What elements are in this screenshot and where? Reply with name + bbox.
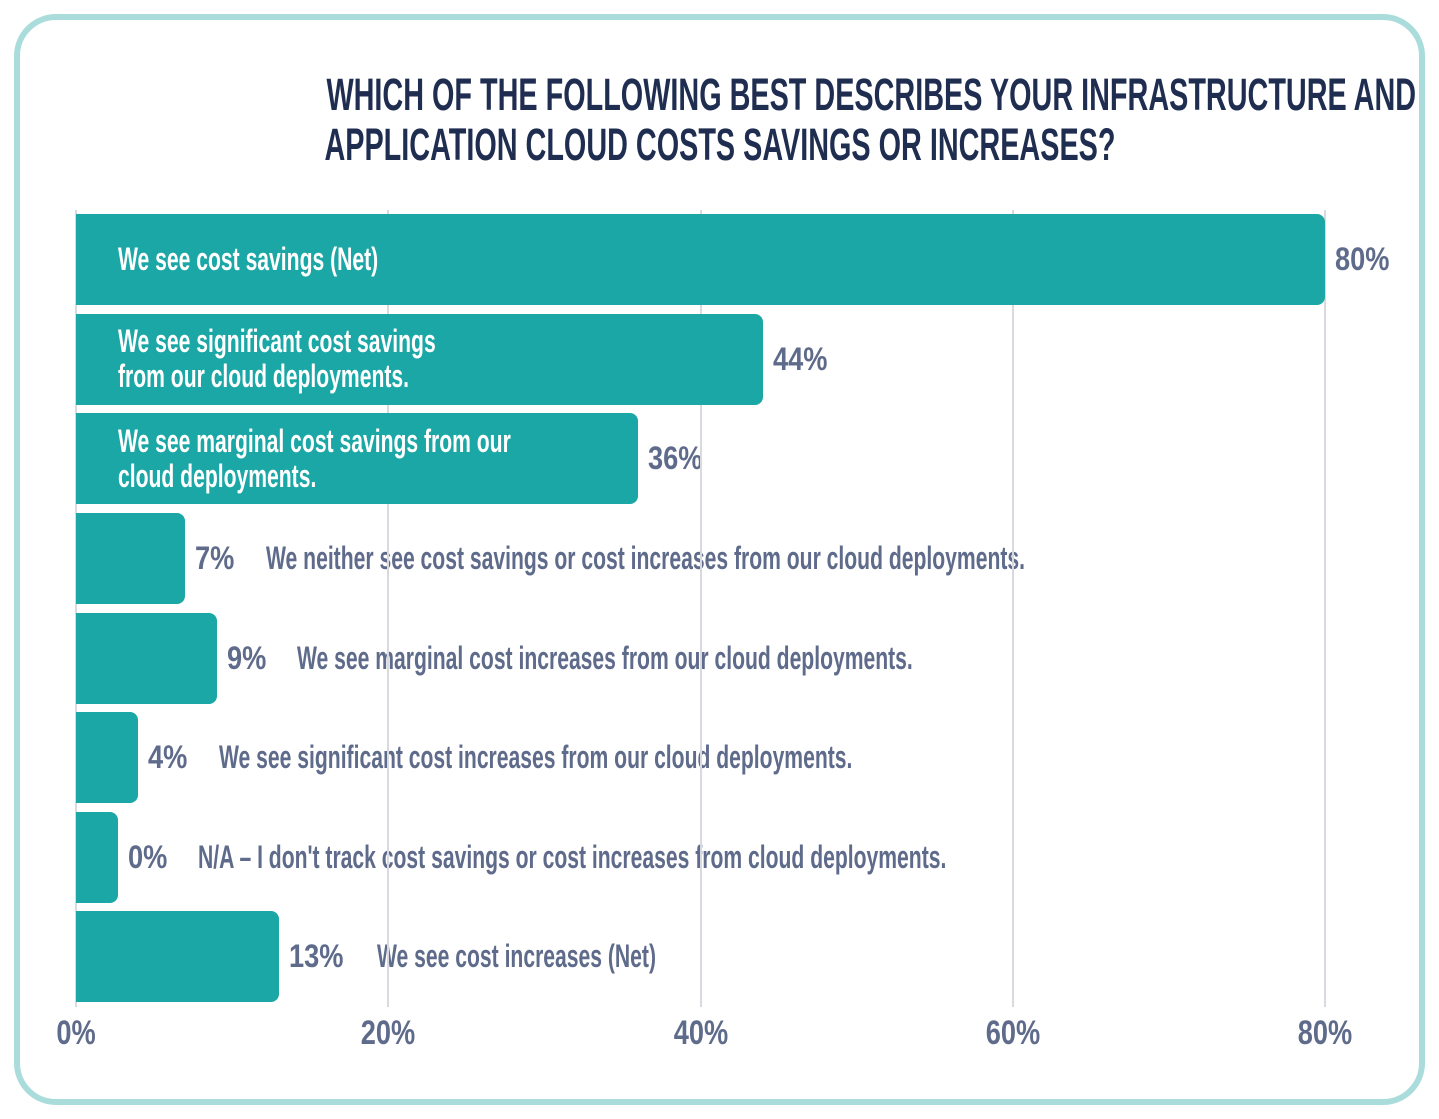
bar-value-label: 0%	[128, 838, 168, 875]
bar-inside-label: We see cost savings (Net)	[118, 241, 379, 278]
chart-title-line-2: APPLICATION CLOUD COSTS SAVINGS OR INCRE…	[323, 119, 1115, 170]
bar-value-label: 80%	[1335, 241, 1390, 278]
bar-row: 9% We see marginal cost increases from o…	[76, 608, 1325, 708]
bar-category-label: N/A – I don't track cost savings or cost…	[198, 838, 947, 875]
bar-category-label: We see marginal cost increases from our …	[296, 639, 913, 676]
bar[interactable]: We see cost savings (Net)	[76, 214, 1325, 306]
gridlines	[75, 210, 1326, 1007]
chart-frame-inner: WHICH OF THE FOLLOWING BEST DESCRIBES YO…	[20, 20, 1419, 1099]
bar-value-label: 7%	[195, 540, 235, 577]
bar[interactable]	[76, 612, 217, 704]
bar[interactable]	[76, 811, 118, 903]
gridline	[1011, 210, 1014, 1007]
plot-area: We see cost savings (Net) 80% We see sig…	[75, 210, 1389, 1007]
bar-value-label: 13%	[288, 938, 344, 975]
bar-row: We see significant cost savings from our…	[76, 310, 1325, 410]
bar-value-label: 9%	[226, 639, 266, 676]
bar-category-label: We neither see cost savings or cost incr…	[265, 540, 1025, 577]
bar-category-label: We see cost increases (Net)	[377, 938, 656, 975]
bar-row: 0% N/A – I don't track cost savings or c…	[76, 808, 1325, 908]
chart-title: WHICH OF THE FOLLOWING BEST DESCRIBES YO…	[20, 70, 1419, 170]
bar-row: 4% We see significant cost increases fro…	[76, 708, 1325, 808]
bar[interactable]: We see marginal cost savings from our cl…	[76, 413, 639, 505]
x-axis-tick-label: 80%	[1297, 1014, 1353, 1052]
bar-row: 7% We neither see cost savings or cost i…	[76, 509, 1325, 609]
bar-category-label: We see significant cost increases from o…	[218, 739, 853, 776]
bar-row: We see cost savings (Net) 80%	[76, 210, 1389, 310]
gridline	[387, 210, 390, 1007]
gridline	[75, 210, 77, 1007]
bar[interactable]	[76, 712, 139, 804]
bar-value-label: 36%	[648, 440, 703, 477]
bar-row: 13% We see cost increases (Net)	[76, 907, 1325, 1007]
bar-inside-label: We see significant cost savings from our…	[118, 323, 436, 395]
bar-inside-label: We see marginal cost savings from our cl…	[118, 422, 511, 494]
chart-frame: WHICH OF THE FOLLOWING BEST DESCRIBES YO…	[14, 14, 1425, 1105]
gridline	[1324, 210, 1326, 1007]
x-axis-tick-label: 40%	[673, 1014, 728, 1052]
chart-title-line-1: WHICH OF THE FOLLOWING BEST DESCRIBES YO…	[326, 69, 1417, 120]
bar-value-label: 44%	[772, 340, 828, 377]
bar-row: We see marginal cost savings from our cl…	[76, 409, 1325, 509]
x-axis-tick-label: 0%	[56, 1014, 96, 1052]
gridline	[699, 210, 702, 1007]
x-axis-tick-label: 20%	[361, 1014, 416, 1052]
bar[interactable]	[76, 513, 186, 605]
x-axis: 0% 20% 40% 60% 80%	[56, 1014, 1352, 1064]
x-axis-tick-label: 60%	[985, 1014, 1040, 1052]
bar-rows: We see cost savings (Net) 80% We see sig…	[76, 210, 1389, 1007]
bar[interactable]	[76, 911, 279, 1003]
bar-value-label: 4%	[148, 739, 188, 776]
bar[interactable]: We see significant cost savings from our…	[76, 313, 763, 405]
